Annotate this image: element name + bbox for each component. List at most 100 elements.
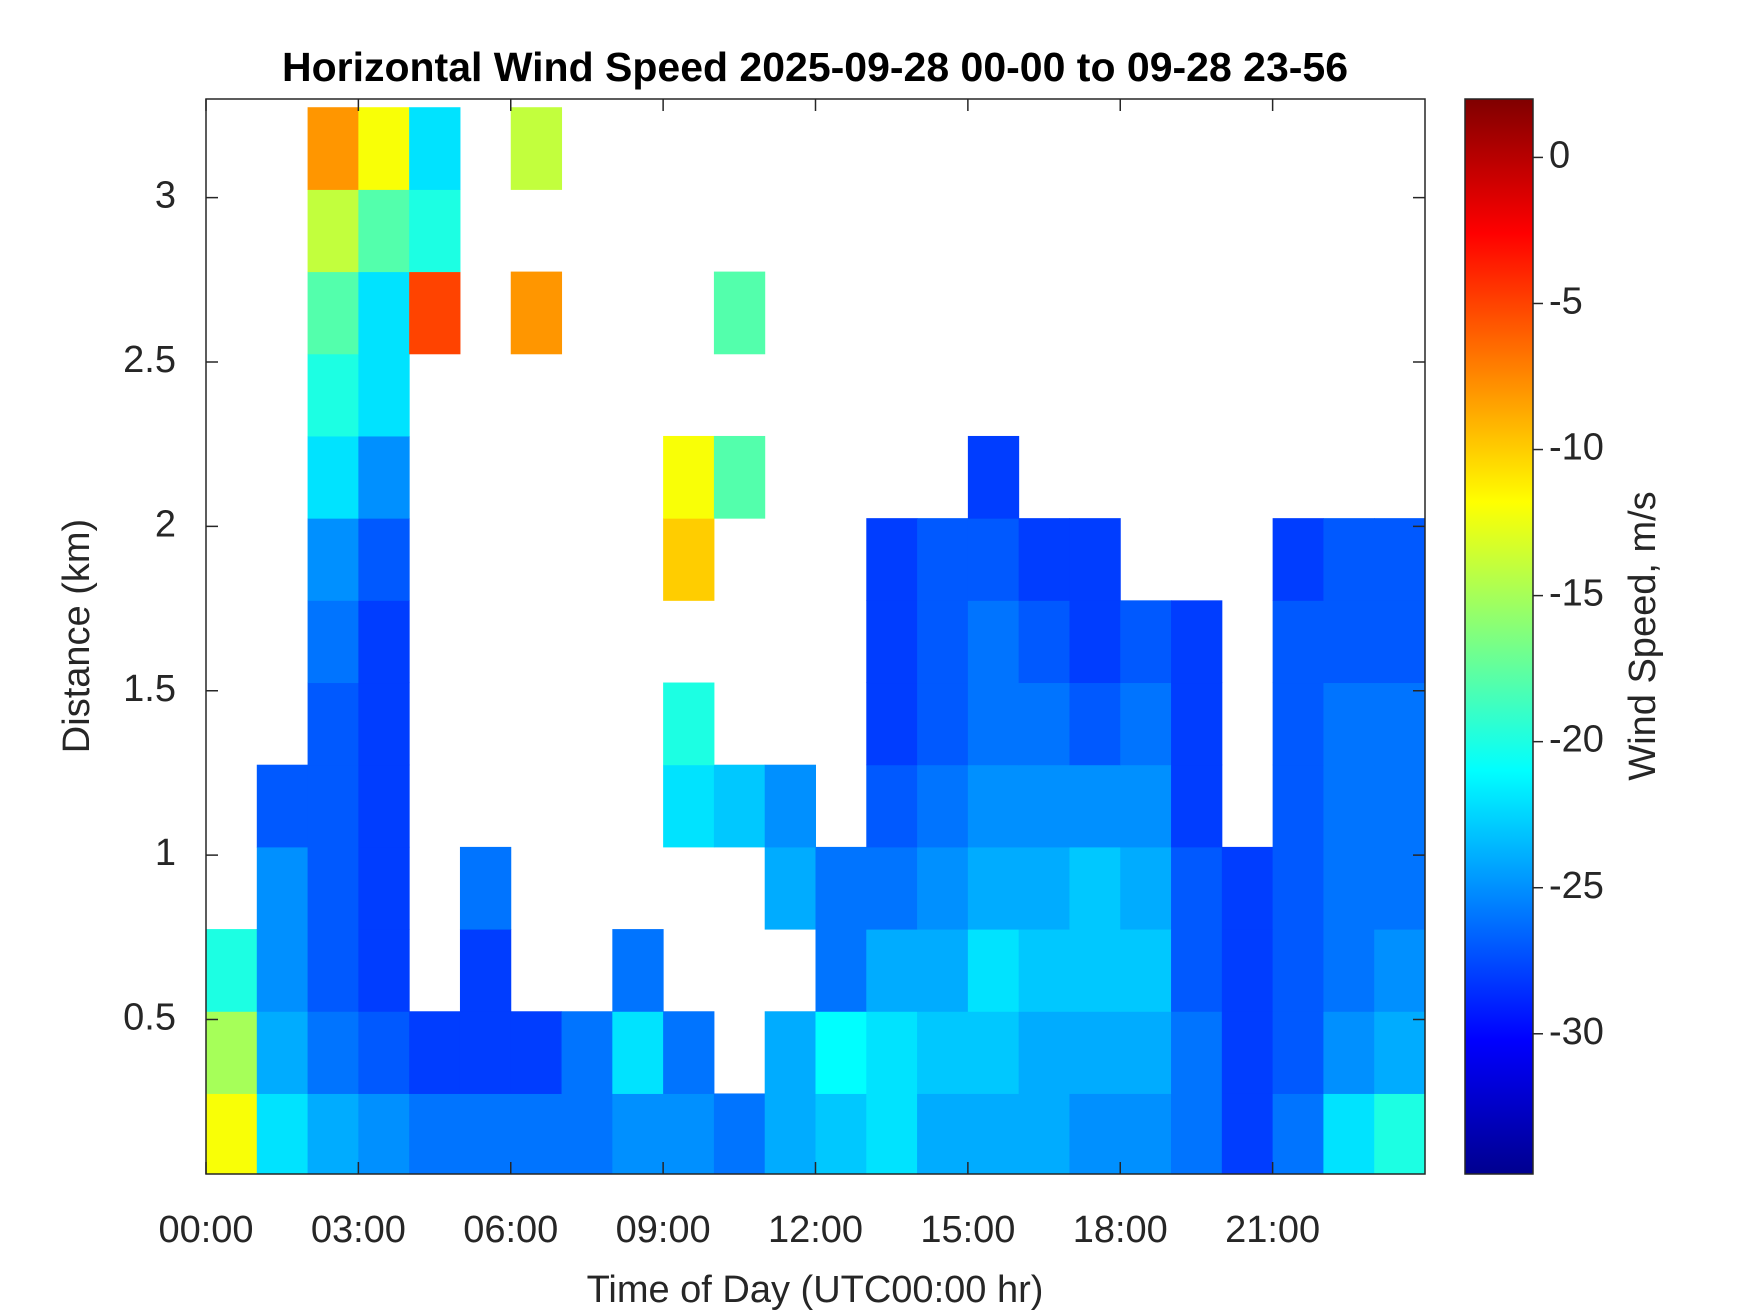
heatmap-cell — [1018, 600, 1070, 684]
heatmap-cell — [307, 764, 359, 848]
heatmap-cell — [1171, 929, 1223, 1012]
heatmap-cell — [1221, 929, 1274, 1012]
heatmap-cell — [307, 435, 359, 519]
heatmap-cell — [1221, 1093, 1274, 1174]
x-axis-label: Time of Day (UTC00:00 hr) — [587, 1269, 1044, 1311]
heatmap-cell — [358, 600, 410, 684]
heatmap-cell — [459, 1093, 512, 1174]
heatmap-cell — [307, 846, 359, 930]
heatmap-cell — [663, 1011, 715, 1094]
heatmap-cell — [561, 1093, 613, 1174]
heatmap-cell — [612, 1093, 664, 1174]
heatmap-cell — [967, 518, 1020, 601]
heatmap-cell — [917, 600, 969, 684]
colorbar-tick-label: -25 — [1549, 865, 1604, 907]
heatmap-cell — [358, 1093, 410, 1174]
heatmap-cell — [358, 353, 410, 437]
heatmap-cell — [917, 518, 969, 601]
x-tick-label: 18:00 — [1073, 1209, 1168, 1251]
y-tick-label: 1 — [155, 832, 176, 874]
chart-title: Horizontal Wind Speed 2025-09-28 00-00 t… — [282, 44, 1348, 90]
x-tick-label: 09:00 — [616, 1209, 711, 1251]
heatmap-cell — [815, 929, 867, 1012]
heatmap-cell — [307, 1093, 359, 1174]
heatmap-cell — [713, 271, 766, 355]
heatmap-cell — [815, 1011, 867, 1094]
heatmap-cell — [967, 846, 1020, 930]
heatmap-cell — [1018, 846, 1070, 930]
heatmap-cell — [917, 1011, 969, 1094]
heatmap-cell — [256, 764, 309, 848]
heatmap-cells — [206, 107, 1425, 1174]
heatmap-cell — [663, 518, 715, 601]
heatmap-cell — [1374, 764, 1425, 848]
heatmap-cell — [1018, 764, 1070, 848]
heatmap-cell — [1171, 846, 1223, 930]
heatmap-cell — [206, 1011, 258, 1094]
heatmap-cell — [1171, 600, 1223, 684]
heatmap-cell — [307, 682, 359, 766]
heatmap-cell — [510, 1011, 563, 1094]
colorbar-tick-label: -15 — [1549, 573, 1604, 615]
heatmap-cell — [967, 1011, 1020, 1094]
heatmap-cell — [1069, 518, 1121, 601]
heatmap-cell — [815, 1093, 867, 1174]
heatmap-cell — [1069, 846, 1121, 930]
y-tick-label: 3 — [155, 175, 176, 217]
heatmap-cell — [1272, 518, 1324, 601]
heatmap-cell — [409, 1011, 461, 1094]
heatmap-cell — [663, 1093, 715, 1174]
colorbar-tick-label: -10 — [1549, 427, 1604, 469]
heatmap-cell — [663, 435, 715, 519]
heatmap-cell — [1272, 1011, 1324, 1094]
heatmap-cell — [764, 846, 816, 930]
heatmap-cell — [917, 846, 969, 930]
y-tick-label: 1.5 — [123, 668, 176, 710]
heatmap-cell — [917, 682, 969, 766]
heatmap-cell — [358, 107, 410, 190]
heatmap-cell — [307, 271, 359, 355]
heatmap-cell — [256, 1093, 309, 1174]
heatmap-cell — [358, 189, 410, 273]
heatmap-cell — [307, 107, 359, 190]
heatmap-cell — [663, 682, 715, 766]
heatmap-cell — [1069, 764, 1121, 848]
colorbar-tick-label: -20 — [1549, 719, 1604, 761]
heatmap-cell — [1221, 846, 1274, 930]
heatmap-cell — [713, 435, 766, 519]
heatmap-cell — [1323, 682, 1375, 766]
heatmap-cell — [1018, 1011, 1070, 1094]
heatmap-cell — [1374, 600, 1425, 684]
heatmap-cell — [459, 1011, 512, 1094]
heatmap-cell — [358, 518, 410, 601]
heatmap-cell — [967, 1093, 1020, 1174]
heatmap-cell — [1018, 682, 1070, 766]
heatmap-cell — [866, 764, 918, 848]
heatmap-cell — [917, 929, 969, 1012]
heatmap-cell — [866, 1093, 918, 1174]
heatmap-cell — [1120, 1011, 1172, 1094]
x-tick-label: 21:00 — [1225, 1209, 1320, 1251]
heatmap-cell — [1221, 1011, 1274, 1094]
heatmap-cell — [967, 435, 1020, 519]
heatmap-cell — [967, 600, 1020, 684]
heatmap-cell — [1171, 1093, 1223, 1174]
heatmap-cell — [358, 1011, 410, 1094]
heatmap-cell — [206, 1093, 258, 1174]
heatmap-cell — [1323, 846, 1375, 930]
x-tick-label: 03:00 — [311, 1209, 406, 1251]
heatmap-cell — [409, 107, 461, 190]
heatmap-cell — [510, 107, 563, 190]
heatmap-cell — [612, 1011, 664, 1094]
y-axis-label: Distance (km) — [56, 519, 98, 753]
heatmap-cell — [510, 1093, 563, 1174]
heatmap-cell — [1120, 600, 1172, 684]
heatmap-cell — [1069, 1093, 1121, 1174]
x-tick-label: 15:00 — [920, 1209, 1015, 1251]
colorbar-tick-label: -30 — [1549, 1011, 1604, 1053]
heatmap-cell — [256, 929, 309, 1012]
heatmap-cell — [1069, 1011, 1121, 1094]
heatmap-cell — [815, 846, 867, 930]
